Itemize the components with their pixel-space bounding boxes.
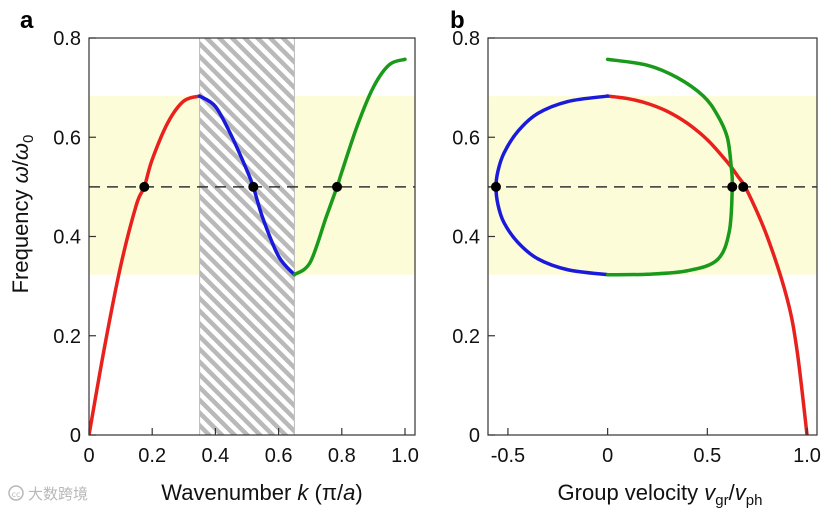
panel-a-y-tick-label: 0.6	[53, 127, 81, 149]
panel-a-x-tick-label: 1.0	[391, 445, 419, 467]
panel-b-x-axis-title: Group velocity vgr/vph	[558, 480, 763, 509]
panel-a-x-tick-label: 0.2	[138, 445, 166, 467]
panel-b-y-tick-label: 0.8	[452, 28, 480, 50]
panel-a-x-tick-label: 0.4	[201, 445, 229, 467]
panel-a-axes: 0 0.2 0.4 0.6 0.8 0 0.2 0.4 0.6 0.8 1.0	[53, 28, 419, 467]
panel-a-green-branch-curve	[292, 57, 407, 277]
cc-circle-icon: cc	[8, 485, 24, 501]
panel-b-x-tick-label: -0.5	[491, 445, 525, 467]
panel-b-axes: 0 0.2 0.4 0.6 0.8 -0.5 0 0.5 1.0	[452, 28, 821, 467]
panel-b-x-tick-label: 0	[602, 445, 613, 467]
panel-a-x-tick-label: 0	[83, 445, 94, 467]
panel-a-y-tick-label: 0	[70, 425, 81, 447]
panel-b-x-tick-label: 0.5	[693, 445, 721, 467]
panel-b-x-tick-label: 1.0	[793, 445, 821, 467]
panel-a-label: a	[20, 7, 34, 34]
panel-a-blue-branch-curve	[197, 94, 297, 277]
panel-b-y-tick-label: 0	[469, 425, 480, 447]
panel-a-x-tick-label: 0.8	[328, 445, 356, 467]
panel-b-y-tick-label: 0.2	[452, 326, 480, 348]
panel-a-marker-3	[332, 181, 343, 192]
panel-a-y-axis-title: Frequency ω/ω0	[8, 135, 37, 294]
panel-a-y-tick-label: 0.4	[53, 227, 81, 249]
panel-b-red-branch-curve	[605, 94, 809, 435]
panel-b-green-branch-curve	[605, 57, 735, 277]
panel-b: 0 0.2 0.4 0.6 0.8 -0.5 0 0.5 1.0 b Group velocit…	[450, 7, 821, 509]
panel-b-marker-3	[738, 181, 749, 192]
panel-b-frequency-band	[488, 96, 817, 275]
panel-a-marker-2	[248, 181, 259, 192]
panel-b-backgrounds	[488, 96, 817, 275]
panel-a-x-tick-label: 0.6	[265, 445, 293, 467]
panel-a-y-tick-label: 0.8	[53, 28, 81, 50]
panel-b-plot-area	[488, 57, 817, 435]
panel-b-y-tick-label: 0.6	[452, 127, 480, 149]
watermark-text: 大数跨境	[28, 485, 88, 503]
panel-b-marker-1	[490, 181, 501, 192]
panel-a-plot-area	[89, 38, 415, 435]
panel-a-marker-1	[139, 181, 150, 192]
panel-b-marker-2	[727, 181, 738, 192]
panel-b-label: b	[450, 7, 465, 34]
panel-a-x-axis-title: Wavenumber k (π/a)	[161, 480, 362, 505]
panel-a: 0 0.2 0.4 0.6 0.8 0 0.2 0.4 0.6 0.8 1.0 a Wavenumb…	[8, 7, 419, 505]
svg-text:cc: cc	[12, 490, 21, 499]
watermark: cc 大数跨境	[8, 485, 88, 503]
panel-a-hatched-region	[199, 38, 295, 435]
panel-b-y-tick-label: 0.4	[452, 227, 480, 249]
panel-a-y-tick-label: 0.2	[53, 326, 81, 348]
